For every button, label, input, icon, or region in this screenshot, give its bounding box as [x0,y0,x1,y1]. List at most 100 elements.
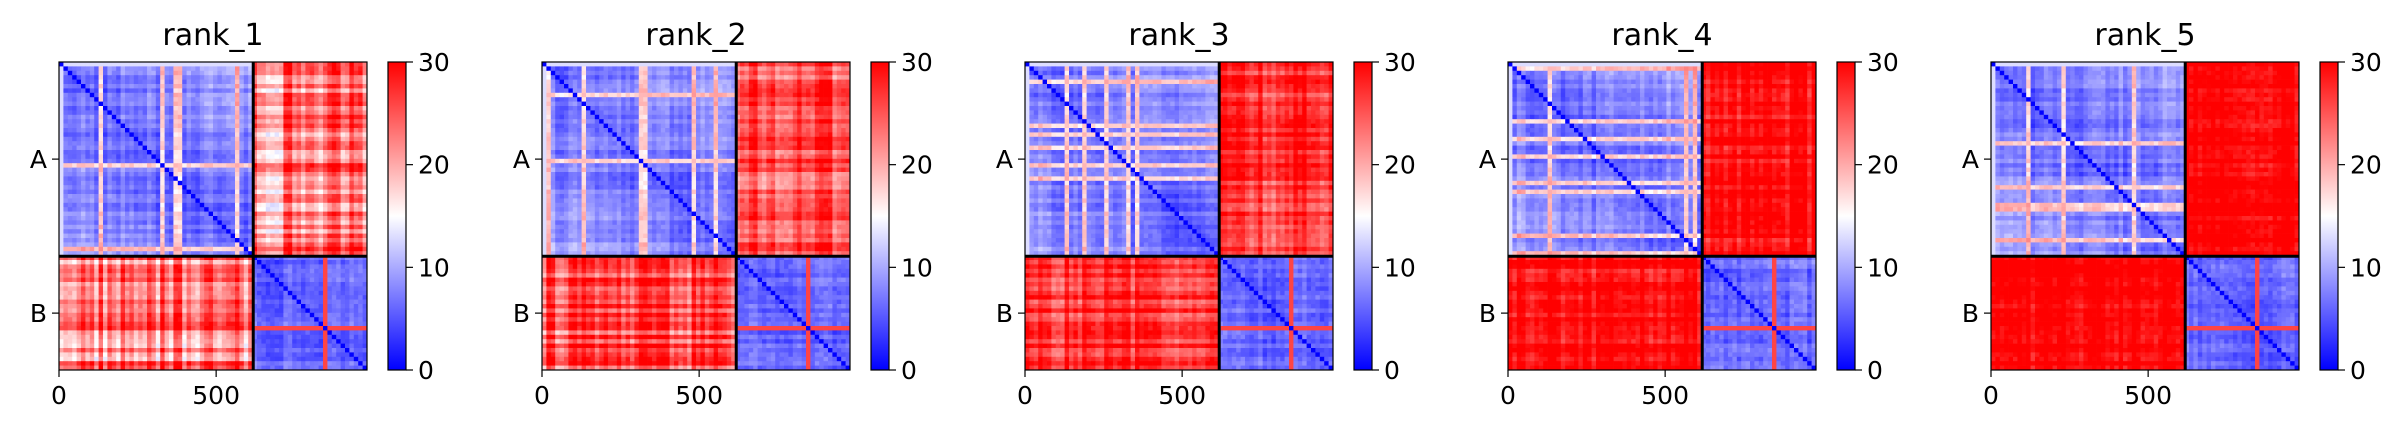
heatmap-cell [134,168,139,173]
heatmap-cell [231,115,236,120]
heatmap-cell [244,317,249,322]
heatmap-cell [762,62,767,67]
heatmap-cell [59,344,64,349]
heatmap-cell [63,62,68,67]
heatmap-cell [195,247,200,252]
heatmap-cell [275,322,280,327]
heatmap-cell [169,150,174,155]
heatmap-cell [217,203,222,208]
heatmap-cell [266,282,271,287]
heatmap-cell [239,234,244,239]
heatmap-cell [169,185,174,190]
heatmap-cell [195,282,200,287]
heatmap-cell [323,238,328,243]
heatmap-cell [103,273,108,278]
heatmap-cell [173,168,178,173]
heatmap-cell [112,84,117,89]
heatmap-cell [217,80,222,85]
heatmap-cell [305,185,310,190]
heatmap-cell [323,181,328,186]
heatmap-cell [257,225,262,230]
heatmap-cell [270,75,275,80]
heatmap-cell [160,330,165,335]
heatmap-cell [314,282,319,287]
heatmap-cell [349,128,354,133]
heatmap-cell [288,225,293,230]
heatmap-cell [314,300,319,305]
heatmap-cell [226,229,231,234]
heatmap-cell [107,110,112,115]
heatmap-cell [191,154,196,159]
heatmap-cell [305,344,310,349]
heatmap-cell [297,124,302,129]
heatmap-cell [200,308,205,313]
heatmap-cell [178,300,183,305]
heatmap-cell [235,300,240,305]
heatmap-cell [349,194,354,199]
heatmap-cell [305,308,310,313]
heatmap-cell [125,84,130,89]
heatmap-cell [143,291,148,296]
heatmap-cell [270,286,275,291]
heatmap-cell [77,141,82,146]
heatmap-cell [178,141,183,146]
heatmap-cell [182,352,187,357]
heatmap-cell [147,238,152,243]
heatmap-cell [354,106,359,111]
heatmap-cell [213,216,218,221]
heatmap-cell [90,291,95,296]
heatmap-cell [222,66,227,71]
heatmap-cell [288,317,293,322]
heatmap-cell [116,234,121,239]
heatmap-cell [314,291,319,296]
heatmap-cell [226,225,231,230]
heatmap-cell [310,326,315,331]
heatmap-cell [85,176,90,181]
heatmap-cell [314,198,319,203]
heatmap-cell [143,62,148,67]
heatmap-cell [187,308,192,313]
heatmap-cell [345,220,350,225]
heatmap-cell [165,229,170,234]
heatmap-cell [143,225,148,230]
heatmap-cell [231,66,236,71]
heatmap-cell [222,102,227,107]
heatmap-cell [103,203,108,208]
heatmap-cell [160,203,165,208]
heatmap-cell [116,212,121,217]
heatmap-cell [292,159,297,164]
heatmap-cell [112,75,117,80]
heatmap-cell [187,361,192,366]
heatmap-cell [90,344,95,349]
heatmap-cell [59,300,64,305]
heatmap-cell [305,71,310,76]
heatmap-cell [165,335,170,340]
heatmap-cell [121,115,126,120]
heatmap-cell [327,102,332,107]
heatmap-cell [116,304,121,309]
heatmap-cell [90,75,95,80]
heatmap-cell [103,282,108,287]
heatmap-cell [134,203,139,208]
heatmap-cell [173,295,178,300]
heatmap-cell [173,300,178,305]
heatmap-cell [213,71,218,76]
heatmap-cell [217,110,222,115]
heatmap-cell [125,71,130,76]
heatmap-cell [305,141,310,146]
heatmap-cell [125,361,130,366]
heatmap-cell [345,313,350,318]
heatmap-cell [266,260,271,265]
heatmap-cell [288,238,293,243]
heatmap-cell [187,194,192,199]
heatmap-cell [283,150,288,155]
heatmap-cell [156,234,161,239]
heatmap-cell [77,282,82,287]
heatmap-cell [310,168,315,173]
heatmap-cell [266,146,271,151]
heatmap-cell [292,181,297,186]
heatmap-cell [63,185,68,190]
heatmap-cell [213,150,218,155]
heatmap-cell [200,260,205,265]
heatmap-cell [68,185,73,190]
